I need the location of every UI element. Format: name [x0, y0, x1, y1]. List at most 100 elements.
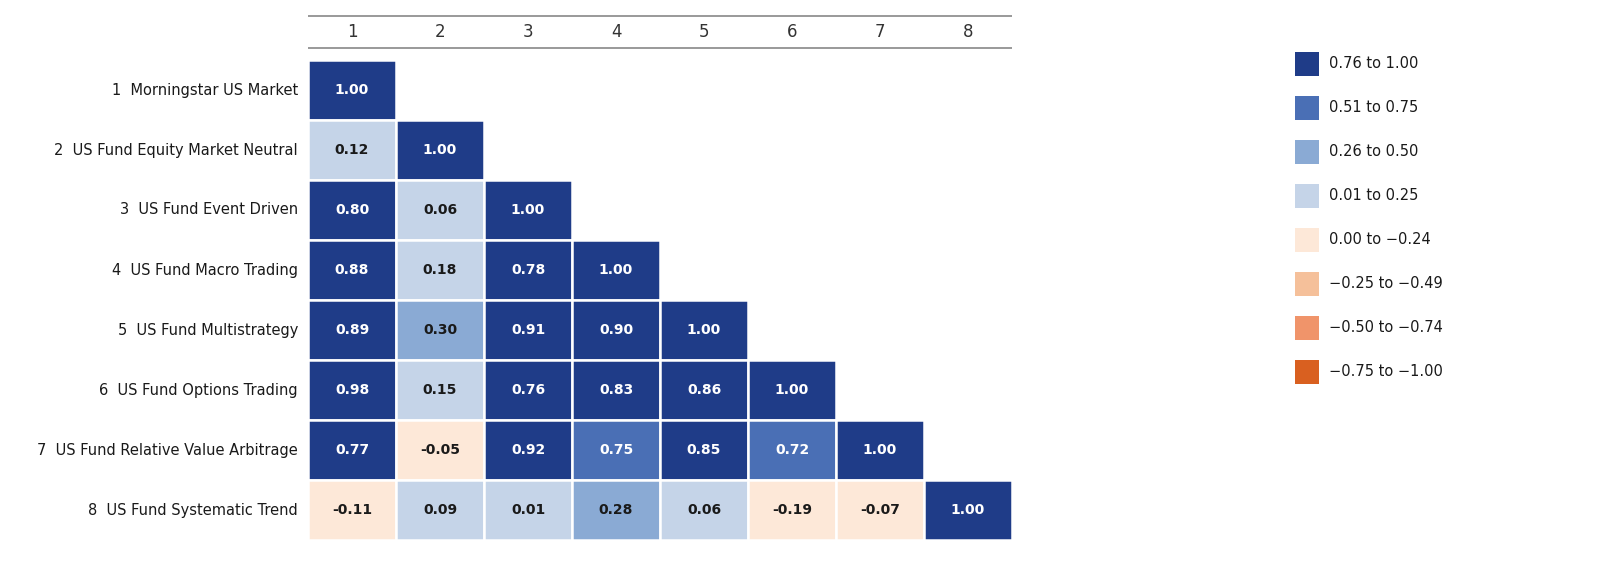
- Bar: [835, 420, 925, 480]
- Bar: [307, 300, 397, 360]
- Text: 0.26 to 0.50: 0.26 to 0.50: [1330, 145, 1418, 159]
- Text: 0.51 to 0.75: 0.51 to 0.75: [1330, 101, 1418, 115]
- Text: 1: 1: [347, 23, 357, 41]
- Text: 0.83: 0.83: [598, 383, 634, 397]
- Text: 0.88: 0.88: [334, 263, 370, 277]
- Bar: [397, 240, 483, 300]
- Text: 1.00: 1.00: [950, 503, 986, 517]
- Bar: [397, 120, 483, 180]
- Bar: [1294, 140, 1318, 164]
- Text: 8  US Fund Systematic Trend: 8 US Fund Systematic Trend: [88, 503, 298, 517]
- Bar: [573, 300, 661, 360]
- Text: 6  US Fund Options Trading: 6 US Fund Options Trading: [99, 383, 298, 397]
- Text: 1.00: 1.00: [422, 143, 458, 157]
- Text: 7: 7: [875, 23, 885, 41]
- Text: 2  US Fund Equity Market Neutral: 2 US Fund Equity Market Neutral: [54, 142, 298, 158]
- Text: 5: 5: [699, 23, 709, 41]
- Text: 0.75: 0.75: [598, 443, 634, 457]
- Text: 0.01: 0.01: [510, 503, 546, 517]
- Bar: [483, 480, 573, 540]
- Text: 0.06: 0.06: [686, 503, 722, 517]
- Text: 0.77: 0.77: [334, 443, 370, 457]
- Bar: [397, 360, 483, 420]
- Bar: [397, 480, 483, 540]
- Text: -0.11: -0.11: [331, 503, 373, 517]
- Bar: [483, 420, 573, 480]
- Bar: [661, 360, 749, 420]
- Text: 0.98: 0.98: [334, 383, 370, 397]
- Bar: [1294, 316, 1318, 340]
- Text: 3: 3: [523, 23, 533, 41]
- Text: 0.01 to 0.25: 0.01 to 0.25: [1330, 189, 1418, 203]
- Bar: [573, 420, 661, 480]
- Text: 0.06: 0.06: [422, 203, 458, 217]
- Bar: [483, 300, 573, 360]
- Bar: [397, 420, 483, 480]
- Text: 0.90: 0.90: [598, 323, 634, 337]
- Text: 1.00: 1.00: [774, 383, 810, 397]
- Bar: [483, 240, 573, 300]
- Text: 8: 8: [963, 23, 973, 41]
- Text: 0.28: 0.28: [598, 503, 634, 517]
- Bar: [661, 480, 749, 540]
- Text: −0.25 to −0.49: −0.25 to −0.49: [1330, 276, 1443, 292]
- Bar: [1294, 228, 1318, 252]
- Text: 0.76 to 1.00: 0.76 to 1.00: [1330, 56, 1418, 72]
- Text: 1.00: 1.00: [686, 323, 722, 337]
- Text: -0.07: -0.07: [861, 503, 899, 517]
- Bar: [307, 420, 397, 480]
- Text: 0.80: 0.80: [334, 203, 370, 217]
- Bar: [483, 180, 573, 240]
- Text: −0.50 to −0.74: −0.50 to −0.74: [1330, 320, 1443, 336]
- Text: 6: 6: [787, 23, 797, 41]
- Text: 0.30: 0.30: [422, 323, 458, 337]
- Text: 0.18: 0.18: [422, 263, 458, 277]
- Bar: [835, 480, 925, 540]
- Bar: [1294, 96, 1318, 120]
- Text: 0.12: 0.12: [334, 143, 370, 157]
- Text: -0.19: -0.19: [771, 503, 813, 517]
- Bar: [749, 420, 835, 480]
- Bar: [1294, 52, 1318, 76]
- Bar: [1294, 360, 1318, 384]
- Text: 0.85: 0.85: [686, 443, 722, 457]
- Bar: [307, 360, 397, 420]
- Bar: [307, 240, 397, 300]
- Text: 0.72: 0.72: [774, 443, 810, 457]
- Text: 4: 4: [611, 23, 621, 41]
- Text: 0.00 to −0.24: 0.00 to −0.24: [1330, 232, 1430, 248]
- Bar: [1294, 184, 1318, 208]
- Text: 1.00: 1.00: [510, 203, 546, 217]
- Text: 1  Morningstar US Market: 1 Morningstar US Market: [112, 82, 298, 98]
- Text: 0.86: 0.86: [686, 383, 722, 397]
- Bar: [661, 300, 749, 360]
- Text: 1.00: 1.00: [334, 83, 370, 97]
- Bar: [1294, 272, 1318, 296]
- Text: −0.75 to −1.00: −0.75 to −1.00: [1330, 365, 1443, 379]
- Text: 7  US Fund Relative Value Arbitrage: 7 US Fund Relative Value Arbitrage: [37, 443, 298, 457]
- Text: 0.09: 0.09: [422, 503, 458, 517]
- Text: 4  US Fund Macro Trading: 4 US Fund Macro Trading: [112, 262, 298, 278]
- Text: 0.15: 0.15: [422, 383, 458, 397]
- Text: 3  US Fund Event Driven: 3 US Fund Event Driven: [120, 202, 298, 218]
- Bar: [925, 480, 1013, 540]
- Text: 0.92: 0.92: [510, 443, 546, 457]
- Bar: [749, 360, 835, 420]
- Text: 0.89: 0.89: [334, 323, 370, 337]
- Bar: [307, 480, 397, 540]
- Text: 1.00: 1.00: [862, 443, 898, 457]
- Bar: [749, 480, 835, 540]
- Bar: [397, 300, 483, 360]
- Text: 0.76: 0.76: [510, 383, 546, 397]
- Text: 2: 2: [435, 23, 445, 41]
- Bar: [573, 360, 661, 420]
- Bar: [307, 60, 397, 120]
- Text: 0.78: 0.78: [510, 263, 546, 277]
- Bar: [573, 480, 661, 540]
- Bar: [483, 360, 573, 420]
- Bar: [307, 120, 397, 180]
- Bar: [307, 180, 397, 240]
- Bar: [397, 180, 483, 240]
- Text: -0.05: -0.05: [419, 443, 461, 457]
- Bar: [661, 420, 749, 480]
